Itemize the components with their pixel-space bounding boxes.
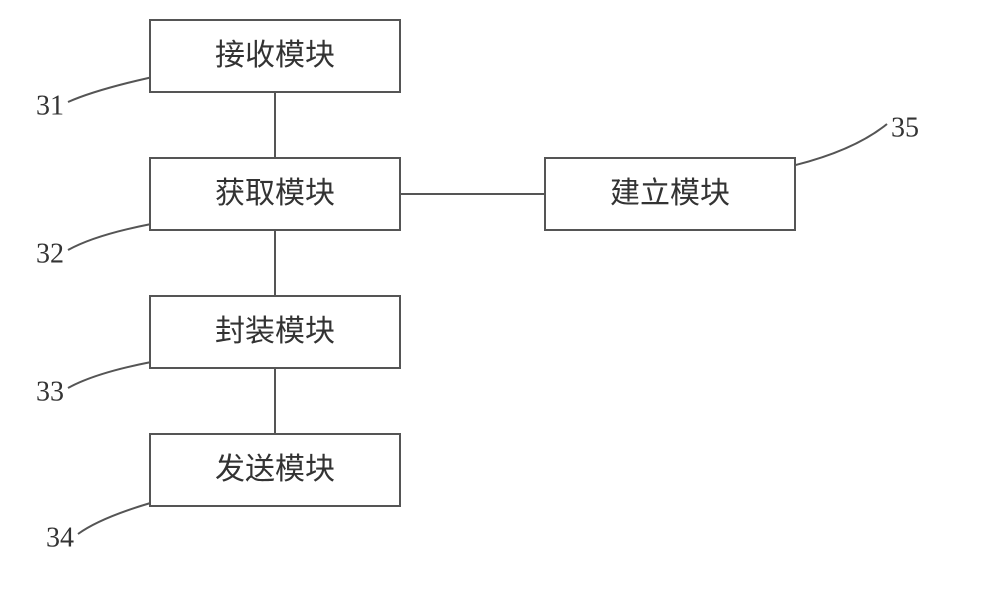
node-n5: 建立模块	[545, 158, 795, 230]
node-n4: 发送模块	[150, 434, 400, 506]
leader-r34	[78, 503, 150, 534]
node-label: 获取模块	[215, 177, 335, 210]
ref-label-r32: 32	[36, 238, 64, 269]
node-label: 建立模块	[610, 177, 730, 210]
leader-r32	[68, 224, 150, 250]
ref-label-r35: 35	[891, 112, 919, 143]
ref-label-r31: 31	[36, 90, 64, 121]
leader-r35	[795, 124, 887, 165]
leader-r33	[68, 362, 150, 388]
node-label: 接收模块	[215, 39, 335, 72]
node-n2: 获取模块	[150, 158, 400, 230]
node-label: 发送模块	[215, 453, 335, 486]
node-n1: 接收模块	[150, 20, 400, 92]
node-label: 封装模块	[215, 315, 335, 348]
leader-r31	[68, 78, 150, 102]
ref-label-r34: 34	[46, 522, 74, 553]
node-n3: 封装模块	[150, 296, 400, 368]
ref-label-r33: 33	[36, 376, 64, 407]
diagram-canvas: 接收模块获取模块封装模块发送模块 建立模块 31 32 33 34 35	[0, 0, 1000, 595]
